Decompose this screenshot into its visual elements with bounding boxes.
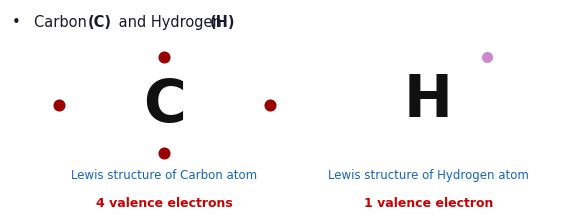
- Text: 1 valence electron: 1 valence electron: [364, 197, 493, 210]
- Text: Lewis structure of Carbon atom: Lewis structure of Carbon atom: [71, 169, 258, 182]
- Text: and Hydrogen: and Hydrogen: [114, 15, 227, 30]
- Text: •: •: [12, 15, 21, 30]
- Text: (C): (C): [88, 15, 112, 30]
- Text: H: H: [404, 72, 453, 129]
- Text: 4 valence electrons: 4 valence electrons: [96, 197, 232, 210]
- Text: Carbon: Carbon: [34, 15, 92, 30]
- Text: Lewis structure of Hydrogen atom: Lewis structure of Hydrogen atom: [328, 169, 529, 182]
- Text: (H): (H): [210, 15, 235, 30]
- Text: C: C: [143, 77, 185, 134]
